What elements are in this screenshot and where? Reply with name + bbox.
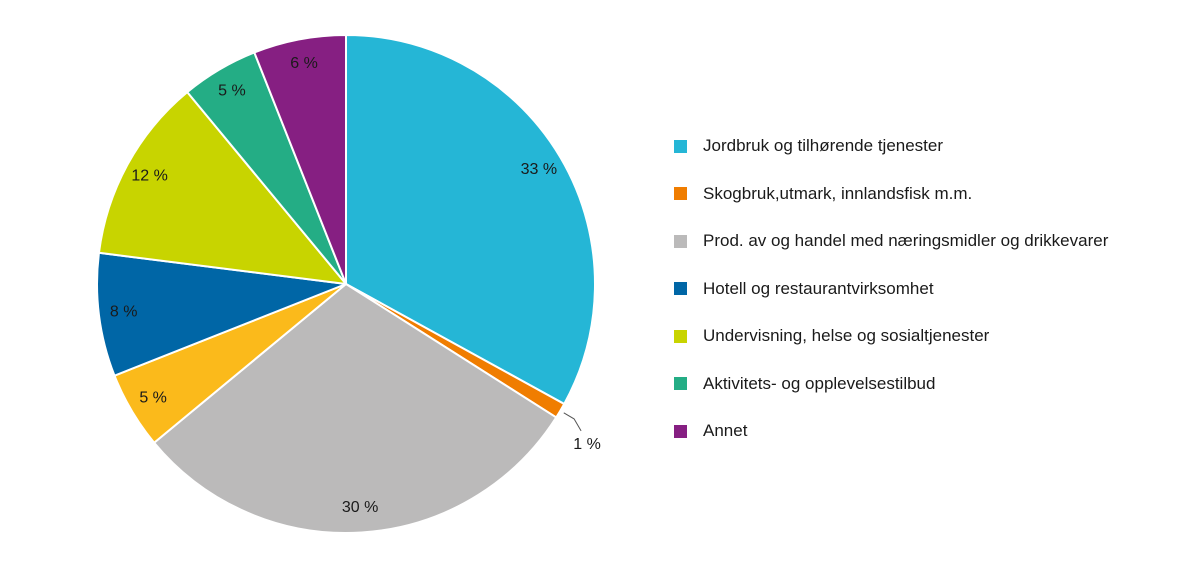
slice-label: 33 % [521,161,557,178]
pie-labels: 33 % 1 % 30 % 5 % 8 % 12 % 5 % 6 % [110,55,601,516]
pie-slice [97,90,349,286]
slice-label: 1 % [573,436,601,453]
legend-item: Skogbruk,utmark, innlandsfisk m.m. [674,182,1108,206]
slice-label: 30 % [342,499,378,516]
pie-chart: 33 % 1 % 30 % 5 % 8 % 12 % 5 % 6 % [96,33,601,534]
legend-label: Annet [703,421,748,440]
pie-slices [96,33,596,534]
legend-item: Aktivitets- og opplevelsestilbud [674,372,1108,396]
pie-slice [152,282,558,534]
legend-item: Prod. av og handel med næringsmidler og … [674,229,1108,253]
legend-swatch [674,187,687,200]
legend-swatch [674,377,687,390]
legend: Jordbruk og tilhørende tjenester Skogbru… [674,134,1108,467]
legend-swatch [674,139,687,153]
legend-item: Undervisning, helse og sosialtjenester [674,324,1108,348]
slice-label: 8 % [110,303,138,320]
legend-item: Hotell og restaurantvirksomhet [674,277,1108,301]
legend-swatch [674,234,687,248]
legend-label: Prod. av og handel med næringsmidler og … [703,231,1109,250]
legend-swatch [674,329,687,343]
legend-swatch [674,424,687,438]
legend-item: Jordbruk og tilhørende tjenester [674,134,1108,158]
slice-label: 5 % [139,389,167,406]
leader-line [563,412,582,432]
legend-item: Annet [674,419,1108,443]
slice-label: 6 % [290,55,318,72]
pie-slice [345,33,596,406]
legend-label: Hotell og restaurantvirksomhet [703,278,934,298]
legend-label: Undervisning, helse og sosialtjenester [703,326,990,345]
legend-swatch [674,282,687,295]
legend-label: Aktivitets- og opplevelsestilbud [703,373,936,393]
slice-label: 12 % [131,167,167,184]
slice-label: 5 % [218,82,246,99]
legend-label: Jordbruk og tilhørende tjenester [703,136,944,155]
legend-label: Skogbruk,utmark, innlandsfisk m.m. [703,183,973,203]
pie-slice [253,33,347,285]
pie-slice [96,251,347,377]
